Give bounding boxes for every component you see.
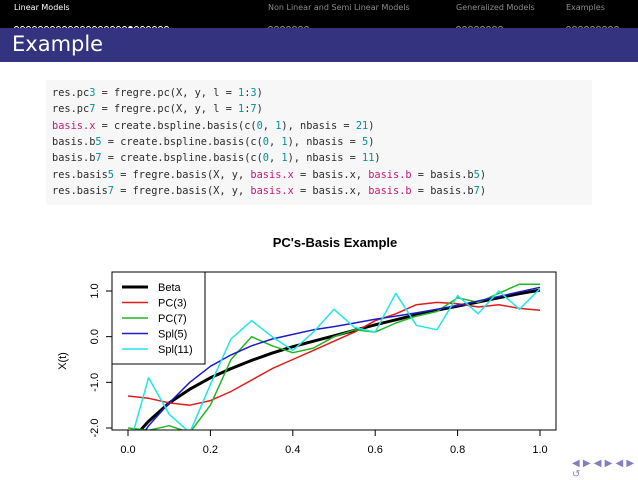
- nav-slide-dots: [268, 16, 310, 31]
- code-line: res.pc3 = fregre.pc(X, y, l = 1:3): [52, 87, 263, 99]
- code-line: basis.x = create.bspline.basis(c(0, 1), …: [52, 119, 375, 132]
- code-line: res.pc7 = fregre.pc(X, y, l = 1:7): [52, 103, 263, 116]
- nav-section-2[interactable]: Generalized Models: [456, 3, 535, 12]
- beamer-navigation-icons[interactable]: ◀ ▶ ◀ ▶ ◀ ▶ ↺: [572, 458, 635, 480]
- nav-section-0[interactable]: Linear Models: [14, 3, 70, 12]
- line-chart: PC's-Basis Example 0.0 0.2 0.4 0.6 0.8 1.0 -2.0…: [57, 235, 557, 456]
- legend-label: PC(3): [158, 298, 187, 310]
- y-axis-label: X(t): [57, 352, 69, 370]
- y-tick-label: -1.0: [89, 373, 101, 392]
- legend-label: Spl(11): [158, 344, 193, 356]
- series-line-2: [127, 283, 540, 430]
- y-tick-label: 1.0: [89, 283, 101, 298]
- legend-label: PC(7): [158, 313, 187, 325]
- series-line-4: [133, 288, 541, 430]
- legend-label: Spl(5): [158, 329, 187, 341]
- section-navigation-bar: Linear Models Non Linear and Semi Linear …: [0, 0, 638, 31]
- series-line-3: [144, 286, 541, 430]
- code-line: res.basis5 = fregre.basis(X, y, basis.x …: [52, 168, 487, 181]
- y-tick-label: -2.0: [89, 419, 101, 438]
- code-line: basis.b7 = create.bspline.basis(c(0, 1),…: [52, 152, 381, 165]
- frame-title: Example: [12, 32, 104, 56]
- legend-label: Beta: [158, 282, 182, 294]
- x-tick-label: 0.6: [368, 444, 383, 456]
- frame-title-bar: Example: [0, 28, 638, 62]
- x-tick-label: 0.0: [120, 444, 135, 456]
- nav-slide-dots: [456, 16, 504, 31]
- nav-slide-dots: [14, 16, 170, 31]
- y-tick-label: 0.0: [89, 329, 101, 344]
- nav-section-1[interactable]: Non Linear and Semi Linear Models: [268, 3, 410, 12]
- nav-slide-dots: [566, 16, 620, 31]
- series-line-0: [138, 288, 541, 430]
- x-tick-label: 0.2: [203, 444, 218, 456]
- x-tick-label: 1.0: [532, 444, 547, 456]
- code-line: res.basis7 = fregre.basis(X, y, basis.x …: [52, 184, 487, 197]
- chart-title: PC's-Basis Example: [273, 235, 397, 250]
- code-block: res.pc3 = fregre.pc(X, y, l = 1:3) res.pc…: [46, 80, 592, 205]
- nav-section-3[interactable]: Examples: [566, 3, 605, 12]
- x-tick-label: 0.4: [285, 444, 300, 456]
- x-tick-label: 0.8: [450, 444, 465, 456]
- code-line: basis.b5 = create.bspline.basis(c(0, 1),…: [52, 135, 375, 148]
- series-line-1: [127, 301, 541, 406]
